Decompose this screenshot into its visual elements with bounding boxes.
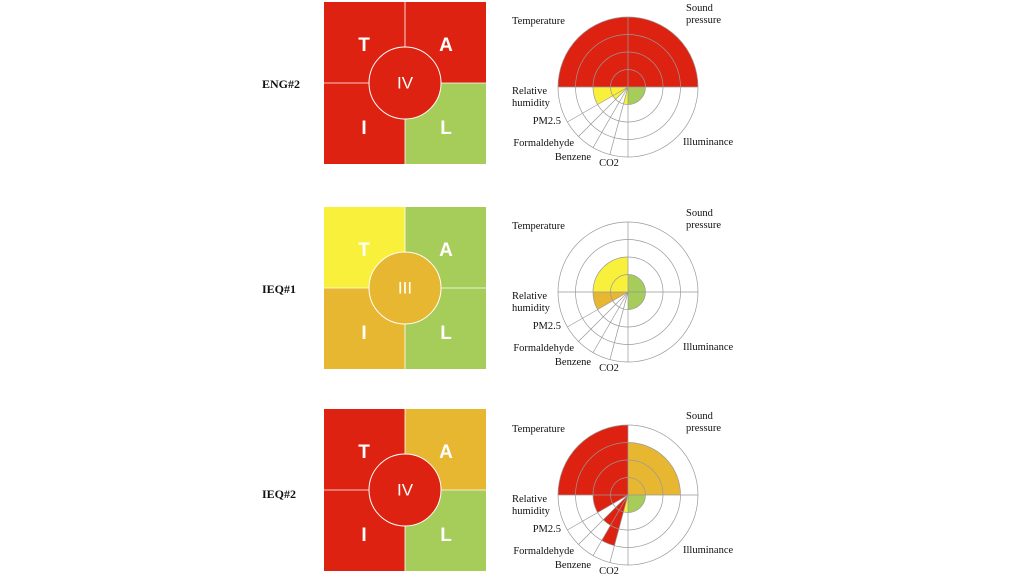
- radar-axis-label-sound-pressure: Sound pressure: [686, 411, 721, 434]
- radar-sector-sound-pressure: [628, 442, 681, 495]
- radar-axis-label-temperature: Temperature: [512, 221, 565, 232]
- radar-axis-label-co2: CO2: [599, 566, 619, 577]
- quadrant-letter-thermal: T: [358, 35, 370, 56]
- quadrant-letter-indoor_air: I: [361, 323, 366, 344]
- radar-axis-label-co2: CO2: [599, 158, 619, 169]
- radar-axis-label-formaldehyde: Formaldehyde: [513, 546, 574, 557]
- radar-axis-label-temperature: Temperature: [512, 16, 565, 27]
- radar-axis-label-benzene: Benzene: [555, 560, 591, 571]
- overall-rating-label: IV: [397, 480, 414, 499]
- radar-axis-label-temperature: Temperature: [512, 424, 565, 435]
- radar-chart-ieq2: Temperature Sound pressure Illuminance CO2 Be…: [500, 408, 760, 588]
- radar-sector-temperature: [593, 257, 628, 292]
- radar-sector-benzene: [601, 495, 628, 546]
- radar-sector-sound-pressure: [628, 17, 698, 87]
- overall-rating-label: IV: [397, 73, 414, 92]
- radar-sector-illuminance: [628, 495, 646, 513]
- quadrant-diagram-ieq2: T A I L IV: [324, 409, 486, 571]
- radar-spoke: [592, 494, 629, 556]
- quadrant-letter-lighting: L: [440, 525, 452, 546]
- radar-sector-formaldehyde: [603, 495, 628, 526]
- radar-spoke: [578, 494, 629, 545]
- radar-spoke: [567, 86, 629, 123]
- quadrant-letter-thermal: T: [358, 442, 370, 463]
- overall-rating-circle: [368, 251, 442, 325]
- overall-rating-circle: [368, 46, 442, 120]
- radar-spoke: [609, 291, 629, 360]
- quadrant-diagram-eng2: T A I L IV: [324, 2, 486, 164]
- radar-sector-relative-humidity: [593, 495, 628, 513]
- radar-spoke: [609, 86, 629, 155]
- radar-axis-label-benzene: Benzene: [555, 357, 591, 368]
- panel-label-ieq1: IEQ#1: [262, 282, 297, 296]
- panel-label-ieq2: IEQ#2: [262, 487, 297, 501]
- radar-axis-label-benzene: Benzene: [555, 152, 591, 163]
- quadrant-letter-acoustic: A: [439, 35, 453, 56]
- radar-axis-label-pm2-5: PM2.5: [533, 116, 561, 127]
- radar-spoke: [578, 291, 629, 342]
- radar-sector-relative-humidity: [593, 87, 628, 105]
- radar-axis-label-relative-humidity: Relative humidity: [512, 86, 551, 109]
- quadrant-letter-thermal: T: [358, 240, 370, 261]
- radar-axis-label-illuminance: Illuminance: [683, 342, 733, 353]
- radar-spoke: [609, 494, 629, 563]
- radar-axis-label-illuminance: Illuminance: [683, 545, 733, 556]
- quadrant-diagram-ieq1: T A I L III: [324, 207, 486, 369]
- radar-sector-relative-humidity: [593, 292, 628, 310]
- radar-axis-label-co2: CO2: [599, 363, 619, 374]
- radar-sector-temperature: [558, 425, 628, 495]
- radar-axis-label-pm2-5: PM2.5: [533, 524, 561, 535]
- radar-sector-temperature: [558, 17, 628, 87]
- radar-spoke: [578, 86, 629, 137]
- radar-spoke: [567, 291, 629, 328]
- radar-axis-label-formaldehyde: Formaldehyde: [513, 343, 574, 354]
- quadrant-letter-indoor_air: I: [361, 118, 366, 139]
- radar-axis-label-illuminance: Illuminance: [683, 137, 733, 148]
- panel-label-eng2: ENG#2: [262, 77, 301, 91]
- overall-rating-circle: [368, 453, 442, 527]
- quadrant-letter-acoustic: A: [439, 240, 453, 261]
- radar-sector-sound-pressure: [628, 274, 646, 292]
- quadrant-letter-indoor_air: I: [361, 525, 366, 546]
- overall-rating-label: III: [398, 278, 412, 297]
- radar-axis-label-relative-humidity: Relative humidity: [512, 494, 551, 517]
- radar-axis-label-sound-pressure: Sound pressure: [686, 208, 721, 231]
- radar-axis-label-pm2-5: PM2.5: [533, 321, 561, 332]
- radar-spoke: [592, 291, 629, 353]
- radar-spoke: [592, 86, 629, 148]
- radar-chart-ieq1: Temperature Sound pressure Illuminance CO2 Be…: [500, 205, 760, 385]
- radar-sector-illuminance: [628, 292, 646, 310]
- quadrant-letter-lighting: L: [440, 323, 452, 344]
- radar-spoke: [567, 494, 629, 531]
- radar-chart-eng2: Temperature Sound pressure Illuminance CO2 Be…: [500, 0, 760, 180]
- radar-axis-label-relative-humidity: Relative humidity: [512, 291, 551, 314]
- radar-sector-illuminance: [628, 87, 646, 105]
- quadrant-letter-acoustic: A: [439, 442, 453, 463]
- radar-sector-pm2-5: [612, 87, 628, 100]
- radar-axis-label-sound-pressure: Sound pressure: [686, 3, 721, 26]
- radar-axis-label-formaldehyde: Formaldehyde: [513, 138, 574, 149]
- quadrant-letter-lighting: L: [440, 118, 452, 139]
